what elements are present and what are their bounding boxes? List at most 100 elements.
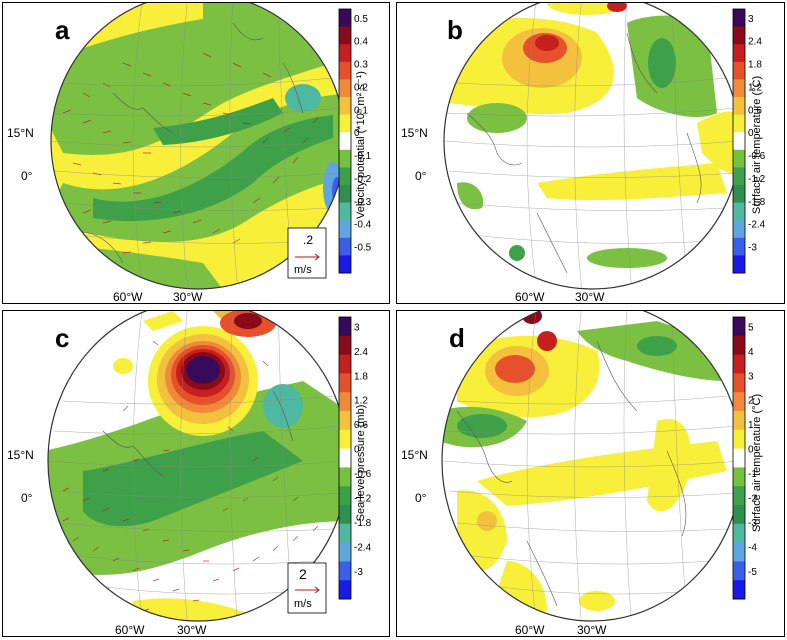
graticule-d: [442, 301, 742, 621]
colorbar-swatch: [733, 79, 745, 98]
colorbar-swatch: [733, 561, 745, 581]
lat-label-0: 0°: [415, 169, 427, 183]
ref-value: .2: [303, 233, 313, 247]
colorbar-swatch: [733, 185, 745, 204]
graticule-b: [444, 0, 740, 289]
colorbar-tick-label: 5: [748, 322, 754, 333]
colorbar-swatch: [339, 467, 351, 487]
colorbar-swatch: [733, 392, 745, 412]
colorbar-swatch: [733, 317, 745, 337]
colorbar-tick-label: 0.2: [354, 82, 368, 93]
colorbar-swatch: [733, 505, 745, 525]
wind-vectors: [62, 52, 319, 254]
colorbar-tick-label: -1: [748, 469, 757, 480]
colorbar-swatch: [733, 167, 745, 186]
colorbar-swatch: [339, 132, 351, 151]
colorbar-tick-label: 0.4: [354, 37, 368, 48]
colorbar-swatch: [733, 97, 745, 116]
colorbar-tick-label: -1.8: [748, 197, 766, 208]
colorbar-label: Sea level pressure (mb): [355, 405, 367, 522]
graticule-c: [48, 301, 348, 621]
colorbar-tick-label: 4: [748, 347, 754, 358]
colorbar-swatch: [339, 542, 351, 562]
colorbar-tick-label: 1: [748, 420, 754, 431]
map-field-b: [444, 0, 740, 289]
colorbar-tick-label: -5: [748, 567, 757, 578]
colorbar-tick-label: -3: [748, 518, 757, 529]
lon-label-60w: 60°W: [113, 290, 143, 304]
lat-label-15n: 15°N: [7, 448, 34, 462]
colorbar-tick-label: -1.2: [748, 174, 766, 185]
colorbar-tick-label: 0: [748, 128, 754, 139]
colorbar-tick-label: -0.6: [354, 469, 372, 480]
colorbar-tick-label: -2.4: [748, 220, 766, 231]
colorbar-tick-label: 3: [748, 371, 754, 382]
lon-label-60w: 60°W: [515, 290, 545, 304]
colorbar-swatch: [733, 237, 745, 256]
colorbar-swatch: [733, 220, 745, 239]
colorbar-swatch: [733, 9, 745, 28]
colorbar-tick-label: 1.2: [354, 396, 368, 407]
map-field-c: [48, 301, 348, 621]
colorbar-swatch: [339, 411, 351, 431]
colorbar-b: 3 2.4 1.8 1.2 0.6 0 -0.6 -1.2 -1.8 -2.4 -3: [732, 8, 766, 274]
panel-b: b 15°N 0° 3 2.4 1.8 1.2 0.6 0 -0.6 -1.2 -1.8 -2.4…: [396, 0, 785, 304]
colorbar-tick-label: -2: [748, 493, 757, 504]
lon-label-30w: 30°W: [575, 290, 605, 304]
colorbar-swatch: [339, 317, 351, 337]
colorbar-tick-label: -0.4: [354, 220, 372, 231]
lat-label-15n: 15°N: [401, 126, 428, 140]
colorbar-tick-label: -1.8: [354, 518, 372, 529]
colorbar-swatch: [339, 44, 351, 63]
colorbar-swatch: [733, 202, 745, 221]
colorbar-tick-label: 0: [354, 445, 360, 456]
colorbar-tick-label: -0.1: [354, 151, 372, 162]
colorbar-swatch: [733, 580, 745, 600]
panel-d-svg: d 15°N 0° 5 4 3 2 1 0 -1 -2 -3 -4 -5 Surface air t…: [401, 300, 763, 622]
ref-value: 2: [299, 566, 307, 582]
colorbar-swatch: [339, 237, 351, 256]
lat-label-0: 0°: [21, 169, 33, 183]
colorbar-swatch: [339, 167, 351, 186]
colorbar-swatch: [339, 9, 351, 28]
colorbar-swatch: [733, 429, 745, 450]
colorbar-tick-label: -1.2: [354, 493, 372, 504]
colorbar-swatch: [339, 26, 351, 45]
lat-label-15n: 15°N: [401, 448, 428, 462]
colorbar-swatch: [733, 411, 745, 431]
panel-c: c 15°N 0° 2 m/s 3 2.4 1.8 1.2 0.6 0 -0.6 -1.2 -1…: [2, 300, 390, 637]
ref-vector-box: .2 m/s: [287, 227, 327, 279]
colorbar-swatch: [733, 132, 745, 151]
colorbar-border: [732, 316, 746, 600]
colorbar-tick-label: -3: [748, 243, 757, 254]
colorbar-swatch: [733, 335, 745, 356]
colorbar-border: [338, 8, 352, 274]
colorbar-tick-label: -0.2: [354, 174, 372, 185]
colorbar-border: [732, 8, 746, 274]
colorbar-swatch: [733, 149, 745, 168]
graticule-a: [51, 0, 345, 289]
colorbar-tick-label: 0: [748, 445, 754, 456]
colorbar-swatch: [339, 185, 351, 204]
colorbar-swatch: [733, 448, 745, 468]
colorbar-swatch: [339, 429, 351, 450]
colorbar-tick-label: 3: [354, 322, 360, 333]
panel-letter: b: [447, 15, 463, 45]
colorbar-swatch: [339, 114, 351, 133]
lon-label-30w: 30°W: [177, 623, 207, 637]
panel-a: a 15°N 0° .2 m/s 0.5 0.4 0.3 0.2 0.1 0 -0.1 -0.…: [2, 0, 390, 304]
colorbar-swatch: [339, 97, 351, 116]
colorbar-tick-label: -0.3: [354, 197, 372, 208]
lon-label-30w: 30°W: [577, 623, 607, 637]
colorbar-swatch: [339, 61, 351, 80]
colorbar-swatch: [339, 220, 351, 239]
coastlines: [466, 32, 702, 274]
coastlines: [72, 22, 304, 264]
colorbar-tick-label: 3: [748, 14, 754, 25]
colorbar-swatch: [733, 523, 745, 544]
colorbar-tick-label: 2: [748, 396, 754, 407]
colorbar-swatch: [339, 354, 351, 374]
map-field-d: [442, 301, 742, 621]
colorbar-swatch: [339, 149, 351, 168]
colorbar-swatch: [733, 467, 745, 487]
